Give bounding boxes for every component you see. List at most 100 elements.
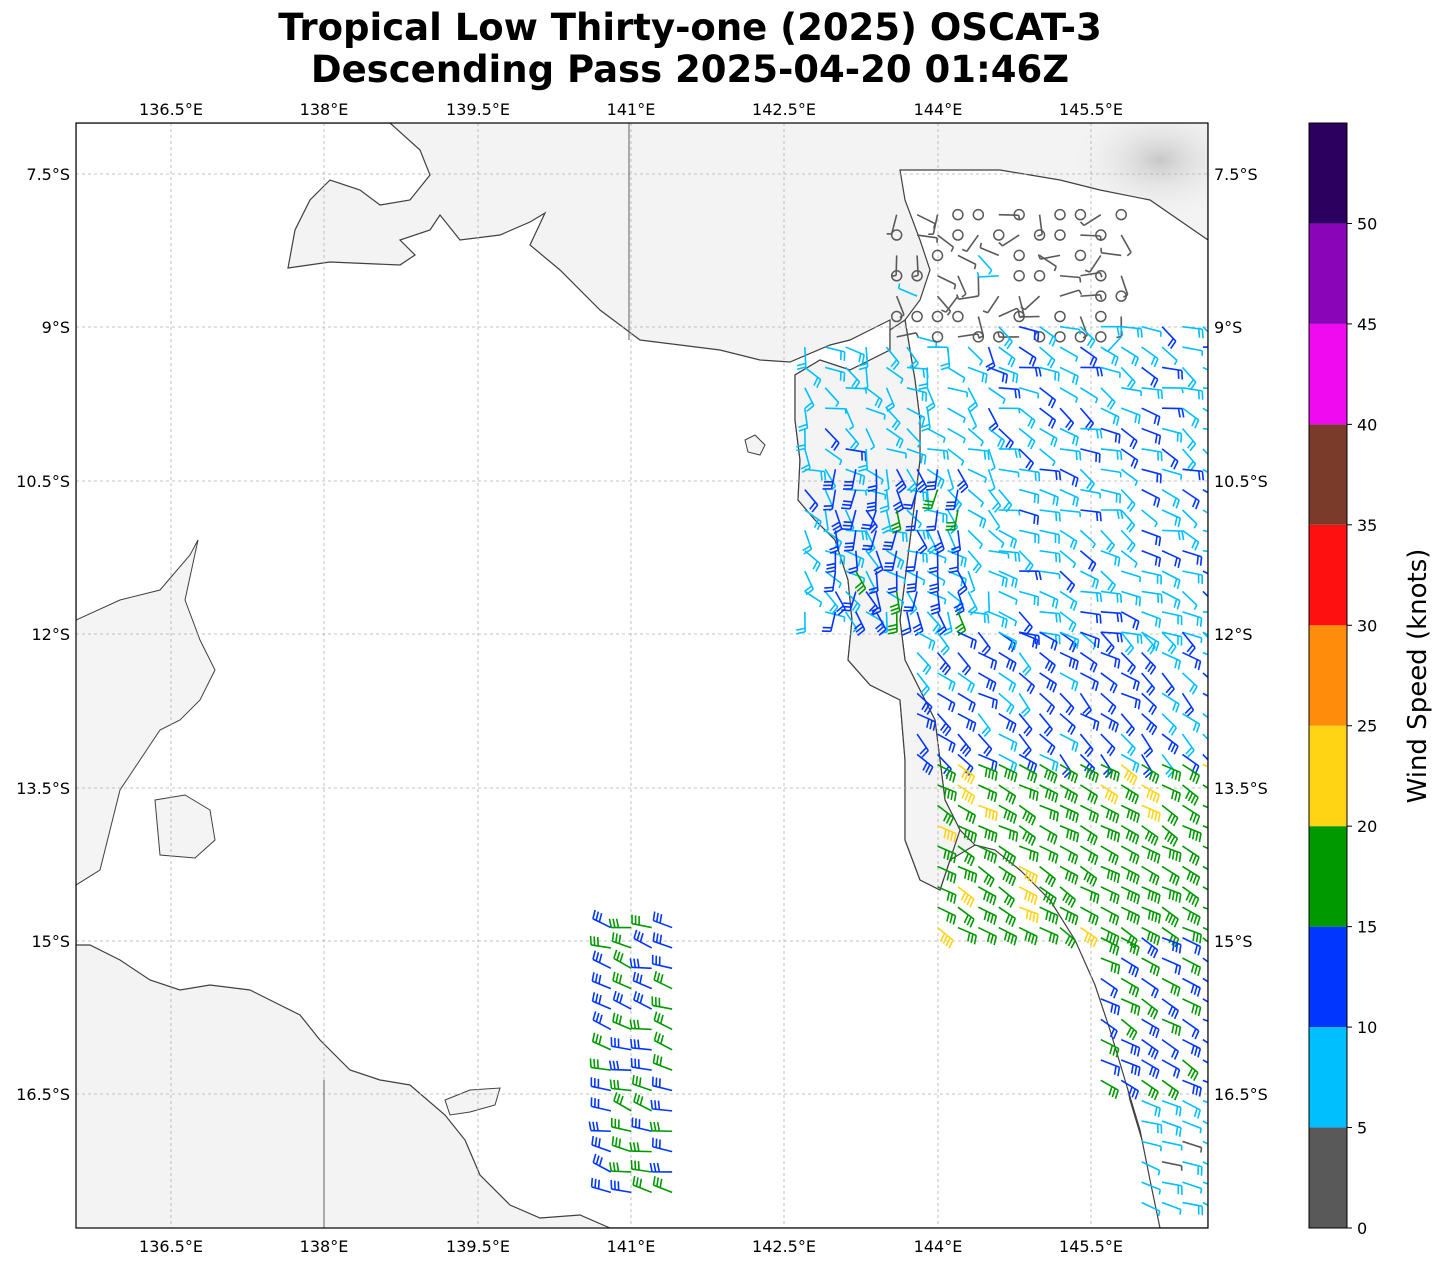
wind-barb [1095, 310, 1107, 323]
wind-barb [956, 294, 979, 300]
wind-barb [845, 346, 865, 364]
wind-barb [1059, 509, 1082, 518]
wind-barb [1039, 448, 1056, 467]
wind-barb [1161, 1181, 1183, 1195]
wind-barb [1141, 977, 1159, 999]
wind-barb [1161, 427, 1183, 443]
wind-barb [937, 234, 955, 253]
wind-barb [1039, 672, 1058, 693]
wind-barb [957, 906, 975, 928]
wind-barb [1080, 294, 1103, 300]
wind-barb [1100, 784, 1119, 805]
wind-barb [1202, 1120, 1208, 1125]
wind-barb [1202, 468, 1208, 474]
wind-barb [1202, 824, 1208, 829]
wind-barb [824, 570, 842, 589]
wind-barb [1120, 672, 1140, 691]
wind-barb [841, 591, 857, 612]
wind-barb [1120, 753, 1140, 773]
wind-barb [1120, 652, 1136, 675]
wind-barb [1120, 998, 1141, 1016]
wind-barb [1039, 366, 1060, 382]
wind-barb [825, 346, 846, 361]
wind-barb [978, 784, 998, 803]
wind-barb [1018, 763, 1038, 784]
wind-barb [886, 366, 904, 384]
wind-barb [1059, 692, 1075, 716]
wind-barb [853, 611, 866, 636]
wind-barb [998, 784, 1017, 805]
wind-barb [1039, 346, 1056, 369]
wind-barb [998, 234, 1020, 247]
wind-barb [1141, 631, 1160, 652]
wind-barb [1100, 957, 1121, 975]
wind-barb [1161, 631, 1183, 646]
wind-barb [1080, 590, 1103, 603]
wind-barb [1018, 590, 1040, 606]
wind-barb [1100, 549, 1121, 567]
wind-barb [1182, 926, 1203, 944]
wind-barb [1161, 326, 1177, 350]
colorbar: 0 5 10 15 20 25 30 35 40 45 50 [1308, 122, 1377, 1238]
wind-barb [1141, 509, 1158, 528]
wind-barb [1080, 509, 1102, 522]
wind-barb [957, 886, 975, 908]
wind-barb [998, 468, 1020, 478]
wind-barb [1202, 784, 1208, 799]
wind-barb [976, 271, 999, 278]
wind-barb [947, 427, 966, 444]
wind-barb [865, 387, 883, 409]
wind-barb [889, 591, 901, 616]
wind-barb [1054, 229, 1066, 241]
wind-barb [1115, 208, 1127, 221]
wind-barb [957, 824, 977, 843]
wind-barb [1100, 631, 1115, 655]
lon-tick-label: 144°E [914, 100, 963, 119]
wind-barb [1018, 346, 1037, 367]
wind-barb [998, 886, 1015, 908]
lat-tick-label: 16.5°S [16, 1085, 70, 1104]
wind-barb [883, 550, 898, 572]
wind-barb [630, 1160, 652, 1173]
wind-barb [1059, 570, 1076, 593]
wind-barb [1039, 488, 1059, 507]
wind-barb [1182, 1181, 1203, 1194]
wind-barb [987, 509, 1001, 531]
wind-barb [1039, 804, 1060, 822]
wind-barb [1100, 651, 1121, 669]
wind-barb [1202, 427, 1208, 431]
wind-barb [875, 611, 887, 636]
wind-barb [652, 911, 673, 929]
wind-barb [1059, 784, 1079, 804]
wind-barb [931, 331, 944, 343]
wind-barb [1079, 550, 1097, 572]
wind-barb [589, 935, 611, 949]
wind-barb [1100, 509, 1124, 520]
wind-barb [632, 971, 653, 990]
wind-barb [906, 571, 918, 593]
wind-barb [916, 631, 936, 651]
wind-barb [906, 570, 926, 586]
wind-barb [629, 958, 652, 970]
wind-barb [1059, 529, 1078, 550]
wind-barb [590, 1097, 612, 1112]
wind-barb [1182, 906, 1201, 926]
wind-barb [1059, 488, 1080, 507]
wind-barb [912, 611, 924, 637]
wind-barb [957, 753, 974, 776]
wind-barb [609, 1079, 632, 1092]
wind-barb [1120, 448, 1139, 469]
wind-barb [822, 469, 837, 490]
wind-barb [937, 672, 956, 692]
wind-barb [1141, 386, 1164, 400]
wind-barb [1141, 937, 1159, 959]
wind-barb [1121, 325, 1143, 338]
wind-barb [936, 926, 954, 949]
wind-barb [1182, 1018, 1200, 1040]
wind-barb [1120, 886, 1141, 905]
wind-barb [591, 1032, 612, 1051]
wind-barb [652, 932, 673, 949]
wind-barb [650, 1099, 673, 1112]
wind-barb [1141, 325, 1162, 337]
arnhem-peninsula [76, 539, 216, 886]
